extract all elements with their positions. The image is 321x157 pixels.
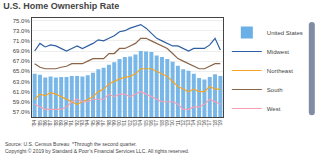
svg-text:'16: '16	[201, 120, 207, 127]
svg-text:63.0%: 63.0%	[13, 79, 31, 85]
svg-text:'05: '05	[143, 120, 149, 127]
svg-text:'93: '93	[79, 120, 85, 127]
svg-text:'01: '01	[121, 120, 127, 127]
svg-text:'84: '84	[31, 120, 37, 127]
svg-text:'07: '07	[153, 120, 159, 127]
svg-text:'86: '86	[42, 120, 48, 127]
svg-text:'97: '97	[100, 120, 106, 127]
svg-text:'90: '90	[63, 120, 69, 127]
svg-text:69.0%: 69.0%	[13, 48, 31, 54]
svg-text:'13: '13	[185, 120, 191, 127]
svg-text:'10: '10	[169, 120, 175, 127]
svg-text:'11: '11	[175, 120, 181, 126]
svg-text:'00: '00	[116, 120, 122, 127]
svg-text:75.0%: 75.0%	[13, 18, 31, 24]
svg-text:'09: '09	[164, 120, 170, 127]
svg-text:'96: '96	[95, 120, 101, 127]
svg-text:'19: '19	[217, 120, 223, 127]
svg-text:'91: '91	[68, 120, 74, 127]
svg-text:71.0%: 71.0%	[13, 38, 31, 44]
svg-text:'89: '89	[58, 120, 64, 127]
svg-text:'88: '88	[53, 120, 59, 127]
svg-text:73.0%: 73.0%	[13, 28, 31, 34]
svg-text:West: West	[267, 106, 281, 112]
svg-text:'85: '85	[37, 120, 43, 127]
svg-text:57.0%: 57.0%	[13, 109, 31, 115]
svg-text:'17: '17	[206, 120, 212, 127]
svg-text:'02: '02	[127, 120, 133, 127]
svg-text:'15: '15	[196, 120, 202, 127]
svg-text:65.0%: 65.0%	[13, 68, 31, 74]
svg-text:61.0%: 61.0%	[13, 89, 31, 95]
svg-text:Midwest: Midwest	[267, 49, 289, 55]
svg-text:'92: '92	[74, 120, 80, 127]
svg-text:'03: '03	[132, 120, 138, 127]
svg-text:'95: '95	[90, 120, 96, 127]
svg-text:'18: '18	[212, 120, 218, 127]
svg-text:'94: '94	[84, 120, 90, 127]
svg-text:'98: '98	[106, 120, 112, 127]
svg-text:'06: '06	[148, 120, 154, 127]
svg-text:'14: '14	[190, 120, 196, 127]
svg-text:'04: '04	[137, 120, 143, 127]
svg-text:United States: United States	[267, 30, 303, 36]
svg-text:59.0%: 59.0%	[13, 99, 31, 105]
svg-text:Source: U.S. Census Bureau *T: Source: U.S. Census Bureau *Through the …	[5, 141, 189, 154]
svg-text:Northeast: Northeast	[267, 68, 293, 74]
svg-text:'12: '12	[180, 120, 186, 127]
svg-text:'08: '08	[159, 120, 165, 127]
svg-text:'87: '87	[47, 120, 53, 127]
svg-text:U.S. Home Ownership Rate: U.S. Home Ownership Rate	[3, 1, 119, 11]
svg-text:67.0%: 67.0%	[13, 58, 31, 64]
svg-text:'99: '99	[111, 120, 117, 127]
svg-text:South: South	[267, 87, 283, 93]
